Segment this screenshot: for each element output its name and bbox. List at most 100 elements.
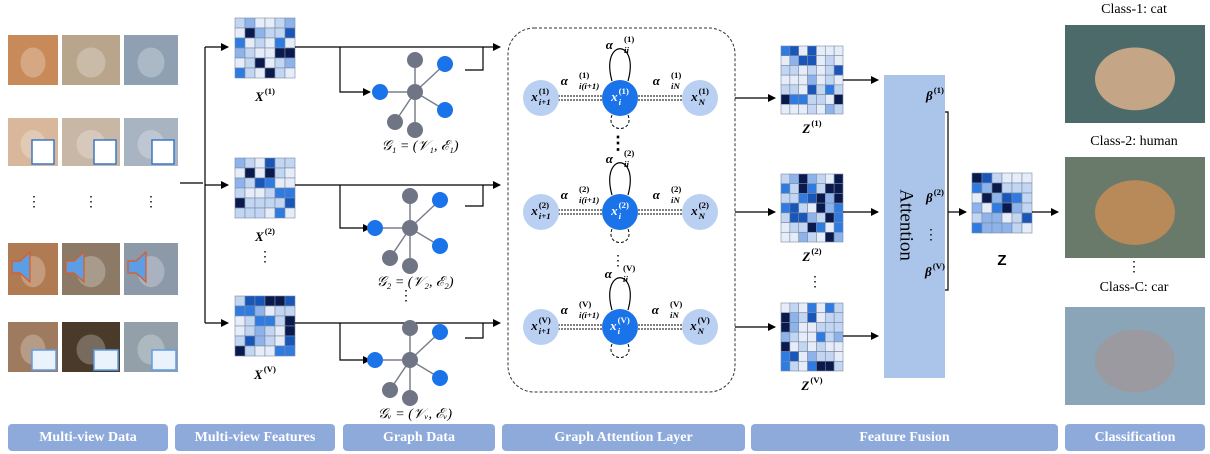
matrix-cell bbox=[799, 332, 808, 342]
node-label-sup: (1) bbox=[539, 86, 549, 96]
matrix-cell bbox=[834, 232, 843, 242]
matrix-cell bbox=[992, 173, 1002, 183]
stage-label: Graph Attention Layer bbox=[554, 430, 692, 445]
matrix-cell bbox=[799, 352, 808, 362]
matrix-cell bbox=[245, 296, 255, 306]
class-label: Class-C: car bbox=[1100, 280, 1169, 295]
matrix-cell bbox=[781, 322, 790, 332]
matrix-cell bbox=[265, 168, 275, 178]
matrix-cell bbox=[825, 95, 834, 105]
matrix-cell bbox=[825, 361, 834, 371]
matrix-cell bbox=[799, 95, 808, 105]
matrix-cell bbox=[790, 352, 799, 362]
matrix-cell bbox=[992, 213, 1002, 223]
coef-label-sup: (2) bbox=[579, 184, 589, 194]
matrix-cell bbox=[825, 104, 834, 114]
matrix-cell bbox=[275, 336, 285, 346]
matrix-cell bbox=[275, 58, 285, 68]
matrix-cell bbox=[825, 342, 834, 352]
matrix-cell bbox=[799, 75, 808, 85]
matrix-cell bbox=[816, 46, 825, 56]
matrix-cell bbox=[825, 203, 834, 213]
matrix-cell bbox=[285, 18, 295, 28]
node-label-base: x bbox=[530, 203, 538, 218]
coef-label-base: α⃗ bbox=[653, 187, 670, 202]
matrix-cell bbox=[799, 104, 808, 114]
matrix-cell bbox=[265, 188, 275, 198]
matrix-cell bbox=[285, 208, 295, 218]
matrix-cell bbox=[781, 65, 790, 75]
matrix-cell bbox=[245, 28, 255, 38]
matrix-cell bbox=[781, 85, 790, 95]
coef-label-base: α⃗ bbox=[653, 73, 670, 88]
matrix-cell bbox=[275, 158, 285, 168]
graph-node bbox=[387, 114, 403, 130]
matrix-cell bbox=[790, 65, 799, 75]
connector bbox=[465, 47, 483, 70]
matrix-cell bbox=[1012, 183, 1022, 193]
graph-label: 𝒢₂ = (𝒱₂, ℰ₂) bbox=[376, 275, 453, 290]
matrix-cell bbox=[245, 158, 255, 168]
matrix-cell bbox=[235, 58, 245, 68]
matrix-cell bbox=[235, 68, 245, 78]
matrix-cell bbox=[235, 326, 245, 336]
matrix-cell bbox=[992, 203, 1002, 213]
matrix-cell bbox=[285, 346, 295, 356]
node-label-sub: N bbox=[698, 211, 706, 221]
fused-label-base: Z bbox=[800, 378, 809, 393]
ellipsis: ⋮ bbox=[144, 195, 158, 210]
matrix-cell bbox=[834, 332, 843, 342]
matrix-cell bbox=[825, 332, 834, 342]
coef-label-sup: (2) bbox=[671, 184, 681, 194]
image-subject bbox=[77, 48, 106, 78]
matrix-cell bbox=[255, 38, 265, 48]
stage-label: Feature Fusion bbox=[859, 430, 950, 445]
matrix-cell bbox=[255, 336, 265, 346]
node-label-base: x bbox=[689, 318, 697, 333]
matrix-cell bbox=[265, 346, 275, 356]
matrix-cell bbox=[808, 332, 817, 342]
matrix-cell bbox=[265, 158, 275, 168]
coef-label-base: α⃗ bbox=[561, 73, 578, 88]
matrix-cell bbox=[790, 313, 799, 323]
video-icon bbox=[152, 350, 176, 370]
node-label: x(1)i+1 bbox=[530, 86, 550, 107]
matrix-cell bbox=[265, 18, 275, 28]
matrix-cell bbox=[790, 213, 799, 223]
matrix-cell bbox=[781, 223, 790, 233]
matrix-cell bbox=[808, 56, 817, 66]
coef-label-base: α⃗ bbox=[561, 187, 578, 202]
matrix-cell bbox=[781, 95, 790, 105]
coef-label-sub: ii bbox=[623, 274, 628, 284]
matrix-cell bbox=[275, 168, 285, 178]
matrix-cell bbox=[825, 75, 834, 85]
connector bbox=[465, 323, 483, 338]
ellipsis: ⋮ bbox=[609, 133, 627, 153]
coef-label-sup: (1) bbox=[671, 70, 681, 80]
matrix-cell bbox=[255, 28, 265, 38]
stage-label: Multi-view Data bbox=[39, 430, 137, 445]
matrix-cell bbox=[285, 168, 295, 178]
coef-label: α⃗(1)iN bbox=[653, 70, 682, 91]
node-label-sub: i+1 bbox=[539, 97, 551, 107]
matrix-cell bbox=[982, 193, 992, 203]
matrix-cell bbox=[285, 178, 295, 188]
matrix-cell bbox=[1002, 173, 1012, 183]
matrix-cell bbox=[808, 174, 817, 184]
coef-label: α⃗(V)iN bbox=[652, 299, 683, 320]
matrix-cell bbox=[825, 65, 834, 75]
fused-matrix bbox=[781, 303, 843, 371]
matrix-cell bbox=[834, 193, 843, 203]
matrix-cell bbox=[834, 203, 843, 213]
matrix-cell bbox=[808, 361, 817, 371]
matrix-cell bbox=[799, 184, 808, 194]
fused-label-sup: (1) bbox=[811, 118, 821, 128]
matrix-cell bbox=[275, 38, 285, 48]
matrix-cell bbox=[816, 322, 825, 332]
matrix-cell bbox=[1002, 223, 1012, 233]
matrix-cell bbox=[235, 188, 245, 198]
coef-label-sub: iN bbox=[671, 195, 680, 205]
matrix-cell bbox=[992, 193, 1002, 203]
matrix-cell bbox=[799, 223, 808, 233]
matrix-cell bbox=[825, 46, 834, 56]
